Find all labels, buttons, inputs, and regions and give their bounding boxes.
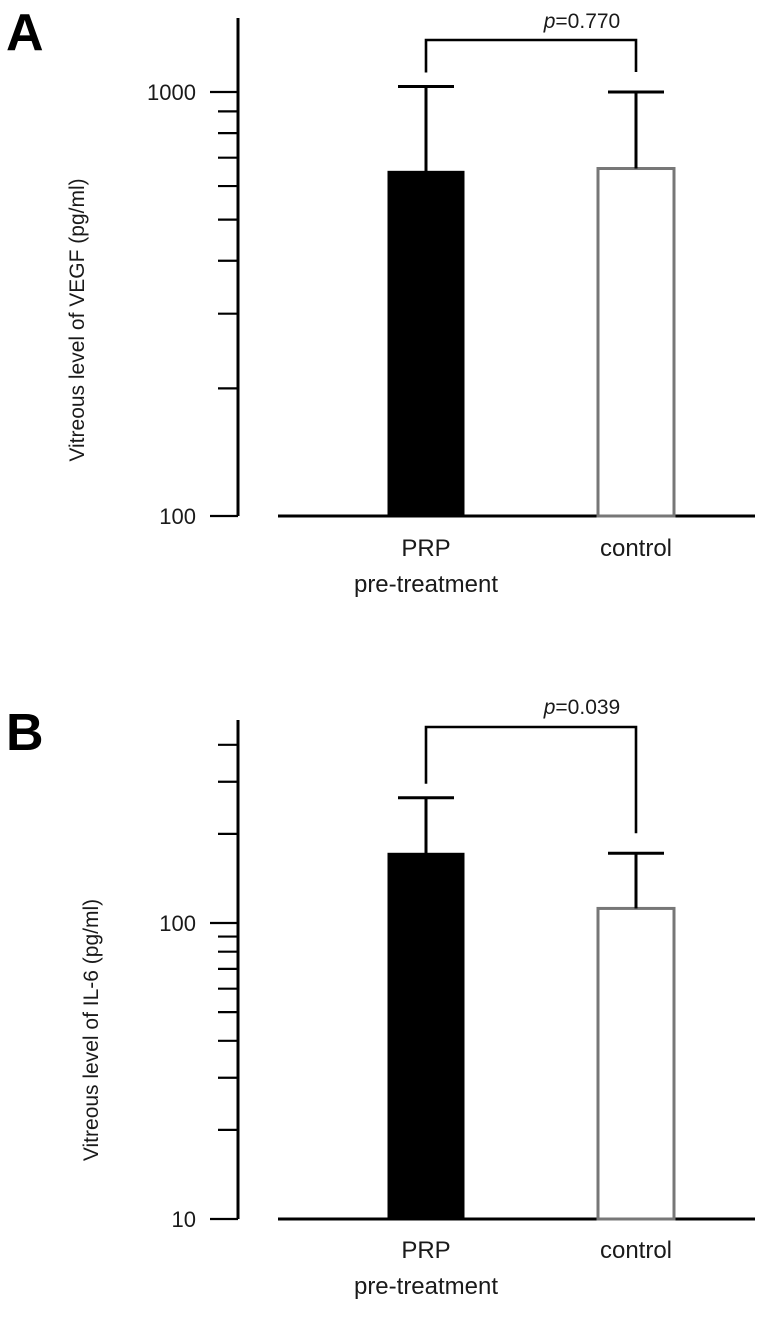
y-tick-label: 10 xyxy=(172,1207,196,1232)
bar-prp-pre-treatment xyxy=(387,852,465,1220)
p-symbol: p xyxy=(543,10,556,33)
x-category-label: control xyxy=(600,1237,672,1264)
y-axis-label: Vitreous level of IL-6 (pg/ml) xyxy=(80,899,103,1161)
y-tick-label: 100 xyxy=(159,504,196,529)
x-category-label: pre-treatment xyxy=(354,1273,498,1300)
x-category-label: pre-treatment xyxy=(354,571,498,598)
y-axis-label: Vitreous level of VEGF (pg/ml) xyxy=(66,178,89,461)
significance-bracket xyxy=(424,725,638,834)
chart-panel-b: B 10 100 Vitreous level of IL-6 (pg/ml) PRP p… xyxy=(6,696,755,1300)
x-category-label: control xyxy=(600,535,672,562)
y-tick-label: 1000 xyxy=(147,80,196,105)
x-category-label: PRP xyxy=(401,1237,450,1264)
bar-control xyxy=(596,906,676,1221)
bar-control xyxy=(596,167,676,518)
p-value-label: p=0.770 xyxy=(543,10,621,33)
panel-letter: B xyxy=(6,704,44,762)
p-value-label: p=0.039 xyxy=(543,696,621,719)
bar-prp-pre-treatment xyxy=(387,170,465,517)
p-value: =0.770 xyxy=(555,10,620,33)
y-tick-label: 100 xyxy=(159,911,196,936)
panel-letter: A xyxy=(6,4,44,62)
x-category-label: PRP xyxy=(401,535,450,562)
chart-panel-a: A 100 1000 Vitreous level of VEGF (pg/ml) PR… xyxy=(6,4,755,598)
p-symbol: p xyxy=(543,696,556,719)
significance-bracket xyxy=(424,38,638,73)
p-value: =0.039 xyxy=(555,696,620,719)
